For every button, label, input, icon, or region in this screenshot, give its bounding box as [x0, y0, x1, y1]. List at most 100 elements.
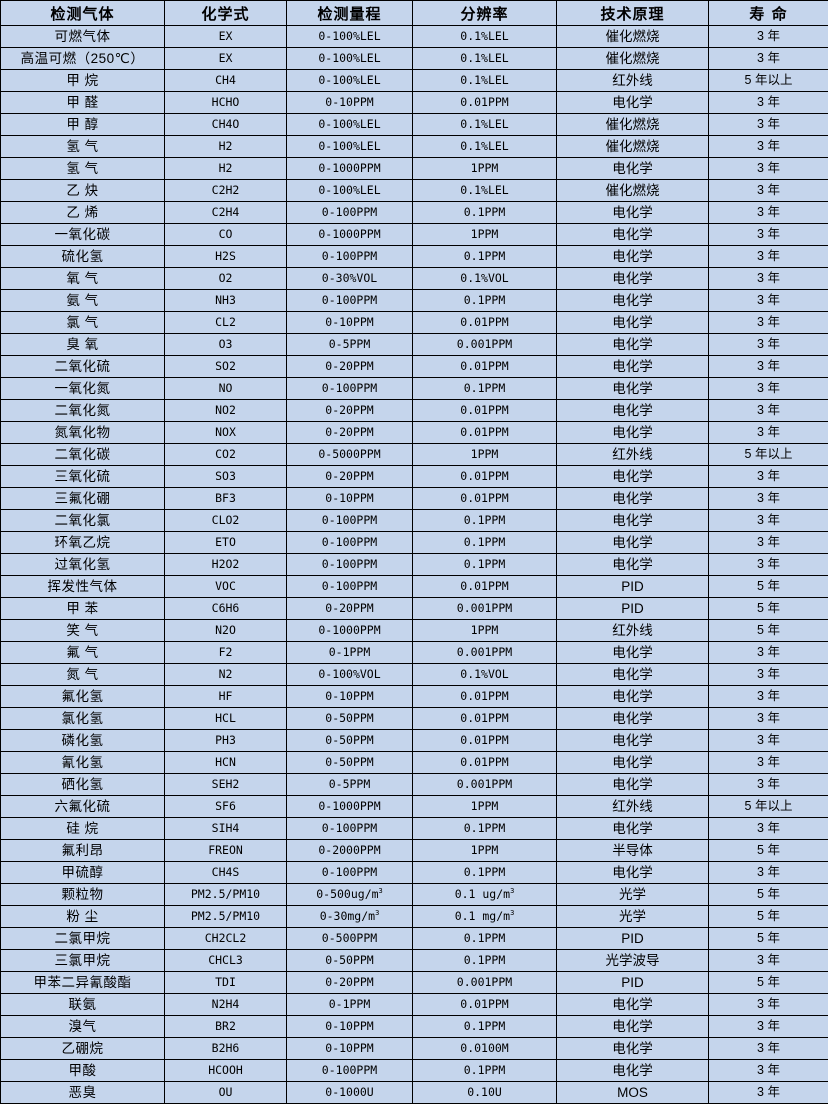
cell-resolution: 0.1%LEL	[413, 180, 557, 202]
cell-principle: 电化学	[557, 752, 709, 774]
cell-principle: PID	[557, 598, 709, 620]
cell-range: 0-30%VOL	[287, 268, 413, 290]
cell-gas: 硒化氢	[1, 774, 165, 796]
cell-resolution: 0.1PPM	[413, 378, 557, 400]
cell-range: 0-100PPM	[287, 862, 413, 884]
cell-principle: 电化学	[557, 224, 709, 246]
cell-range: 0-100PPM	[287, 1060, 413, 1082]
cell-life: 3 年	[709, 92, 828, 114]
cell-range: 0-1000PPM	[287, 620, 413, 642]
cell-formula: NH3	[165, 290, 287, 312]
column-header-range: 检测量程	[287, 1, 413, 26]
cell-range: 0-100PPM	[287, 202, 413, 224]
cell-gas: 三氯甲烷	[1, 950, 165, 972]
cell-formula: TDI	[165, 972, 287, 994]
cell-principle: 电化学	[557, 532, 709, 554]
cell-principle: 电化学	[557, 488, 709, 510]
cell-gas: 氮 气	[1, 664, 165, 686]
cell-gas: 三氟化硼	[1, 488, 165, 510]
cell-resolution: 0.01PPM	[413, 686, 557, 708]
cell-range: 0-1000PPM	[287, 224, 413, 246]
cell-formula: N2H4	[165, 994, 287, 1016]
cell-principle: 电化学	[557, 818, 709, 840]
cell-formula: SO2	[165, 356, 287, 378]
cell-life: 5 年	[709, 928, 828, 950]
cell-principle: 光学	[557, 906, 709, 928]
cell-range: 0-1PPM	[287, 642, 413, 664]
cell-gas: 硅 烷	[1, 818, 165, 840]
cell-range: 0-100%LEL	[287, 136, 413, 158]
cell-formula: SO3	[165, 466, 287, 488]
cell-gas: 氰化氢	[1, 752, 165, 774]
cell-principle: 红外线	[557, 620, 709, 642]
cell-range: 0-5PPM	[287, 774, 413, 796]
cell-gas: 三氧化硫	[1, 466, 165, 488]
cell-gas: 一氧化碳	[1, 224, 165, 246]
cell-formula: O2	[165, 268, 287, 290]
cell-gas: 硫化氢	[1, 246, 165, 268]
cell-range: 0-20PPM	[287, 422, 413, 444]
cell-gas: 高温可燃（250℃）	[1, 48, 165, 70]
cell-gas: 粉 尘	[1, 906, 165, 928]
cell-principle: 电化学	[557, 378, 709, 400]
cell-formula: SF6	[165, 796, 287, 818]
cell-resolution: 0.1%LEL	[413, 70, 557, 92]
cell-resolution: 0.10U	[413, 1082, 557, 1104]
cell-range: 0-10PPM	[287, 686, 413, 708]
cell-principle: 电化学	[557, 356, 709, 378]
cell-gas: 氯 气	[1, 312, 165, 334]
cell-resolution: 0.1PPM	[413, 510, 557, 532]
cell-resolution: 0.001PPM	[413, 598, 557, 620]
cell-principle: 电化学	[557, 312, 709, 334]
cell-range: 0-100PPM	[287, 554, 413, 576]
column-header-formula: 化学式	[165, 1, 287, 26]
cell-formula: ETO	[165, 532, 287, 554]
cell-range: 0-100%VOL	[287, 664, 413, 686]
cell-range: 0-2000PPM	[287, 840, 413, 862]
cell-gas: 氢 气	[1, 158, 165, 180]
cell-life: 5 年	[709, 620, 828, 642]
cell-range: 0-50PPM	[287, 752, 413, 774]
cell-range: 0-100%LEL	[287, 48, 413, 70]
cell-principle: 半导体	[557, 840, 709, 862]
cell-formula: NO2	[165, 400, 287, 422]
cell-life: 3 年	[709, 994, 828, 1016]
cell-principle: 电化学	[557, 994, 709, 1016]
cell-resolution: 0.1PPM	[413, 290, 557, 312]
cell-gas: 二氧化硫	[1, 356, 165, 378]
cell-resolution: 0.1%LEL	[413, 26, 557, 48]
cell-formula: BF3	[165, 488, 287, 510]
cell-resolution: 0.01PPM	[413, 422, 557, 444]
cell-life: 3 年	[709, 136, 828, 158]
cell-principle: 电化学	[557, 158, 709, 180]
cell-range: 0-100PPM	[287, 576, 413, 598]
cell-gas: 甲硫醇	[1, 862, 165, 884]
cell-resolution: 0.1PPM	[413, 554, 557, 576]
column-header-life: 寿 命	[709, 1, 828, 26]
cell-life: 3 年	[709, 774, 828, 796]
cell-resolution: 0.1PPM	[413, 818, 557, 840]
cell-life: 5 年	[709, 598, 828, 620]
cell-life: 3 年	[709, 268, 828, 290]
cell-resolution: 0.1PPM	[413, 1060, 557, 1082]
cell-life: 3 年	[709, 730, 828, 752]
cell-range: 0-20PPM	[287, 400, 413, 422]
cell-range: 0-20PPM	[287, 356, 413, 378]
cell-life: 3 年	[709, 158, 828, 180]
cell-life: 3 年	[709, 1082, 828, 1104]
cell-life: 3 年	[709, 246, 828, 268]
cell-life: 3 年	[709, 510, 828, 532]
cell-resolution: 0.1 ug/m3	[413, 884, 557, 906]
cell-life: 3 年	[709, 642, 828, 664]
cell-formula: C2H4	[165, 202, 287, 224]
